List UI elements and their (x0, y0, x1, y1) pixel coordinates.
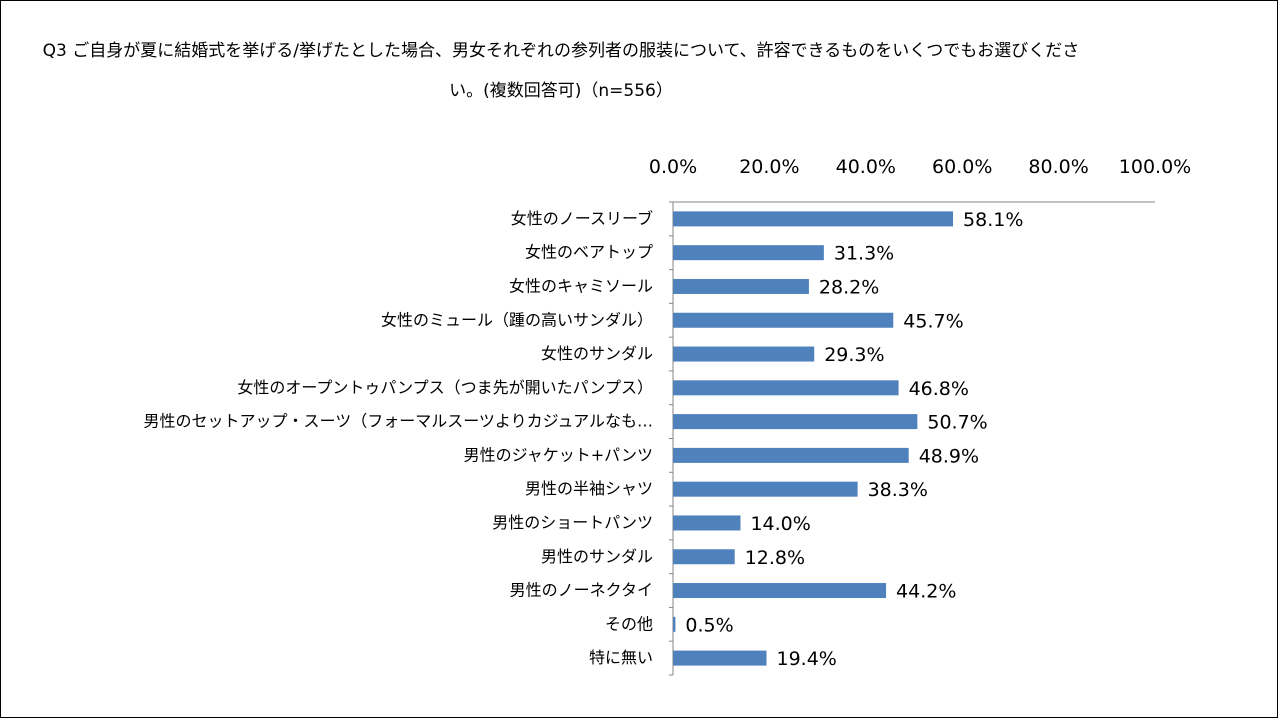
category-label: 男性のノーネクタイ (510, 581, 653, 600)
data-label: 14.0% (750, 513, 810, 535)
x-tick-label: 80.0% (1028, 156, 1088, 178)
bar (673, 414, 918, 430)
category-label: 女性のオープントゥパンプス（つま先が開いたパンプス） (237, 378, 653, 397)
bar (673, 549, 735, 565)
category-label: 男性のサンダル (541, 547, 653, 566)
bar (673, 380, 899, 396)
data-label: 12.8% (745, 547, 805, 569)
data-label: 45.7% (903, 310, 963, 332)
category-label: 女性のベアトップ (525, 243, 653, 262)
bar (673, 312, 894, 328)
data-label: 44.2% (896, 581, 956, 603)
bar (673, 650, 767, 666)
category-label: 女性のミュール（踵の高いサンダル） (381, 310, 653, 329)
data-label: 50.7% (927, 412, 987, 434)
category-label: 男性のショートパンツ (492, 513, 653, 532)
data-label: 46.8% (909, 378, 969, 400)
bar (673, 447, 909, 463)
data-label: 31.3% (834, 243, 894, 265)
data-label: 19.4% (777, 648, 837, 670)
x-tick-label: 20.0% (739, 156, 799, 178)
bar (673, 346, 815, 362)
category-label: 女性のキャミソール (509, 276, 653, 295)
data-label: 58.1% (963, 209, 1023, 231)
data-label: 0.5% (685, 614, 733, 636)
category-label: 女性のサンダル (541, 344, 653, 363)
data-label: 29.3% (824, 344, 884, 366)
data-label: 38.3% (868, 479, 928, 501)
category-label: その他 (605, 614, 653, 633)
bar (673, 515, 741, 531)
category-label: 特に無い (589, 648, 653, 667)
bar (673, 583, 887, 599)
x-tick-label: 100.0% (1119, 156, 1191, 178)
bar (673, 481, 858, 497)
category-label: 女性のノースリーブ (511, 209, 653, 228)
category-label: 男性のセットアップ・スーツ（フォーマルスーツよりカジュアルなも… (144, 412, 653, 431)
bar (673, 245, 824, 261)
x-tick-label: 40.0% (836, 156, 896, 178)
bar (673, 616, 676, 632)
data-label: 48.9% (919, 445, 979, 467)
bar (673, 278, 809, 294)
x-tick-label: 60.0% (932, 156, 992, 178)
category-label: 男性の半袖シャツ (525, 479, 653, 498)
bar (673, 211, 954, 227)
category-label: 男性のジャケット+パンツ (464, 445, 653, 464)
x-tick-label: 0.0% (649, 156, 697, 178)
data-label: 28.2% (819, 276, 879, 298)
chart-title: Q3 ご自身が夏に結婚式を挙げる/挙げたとした場合、男女それぞれの参列者の服装に… (42, 41, 1080, 101)
